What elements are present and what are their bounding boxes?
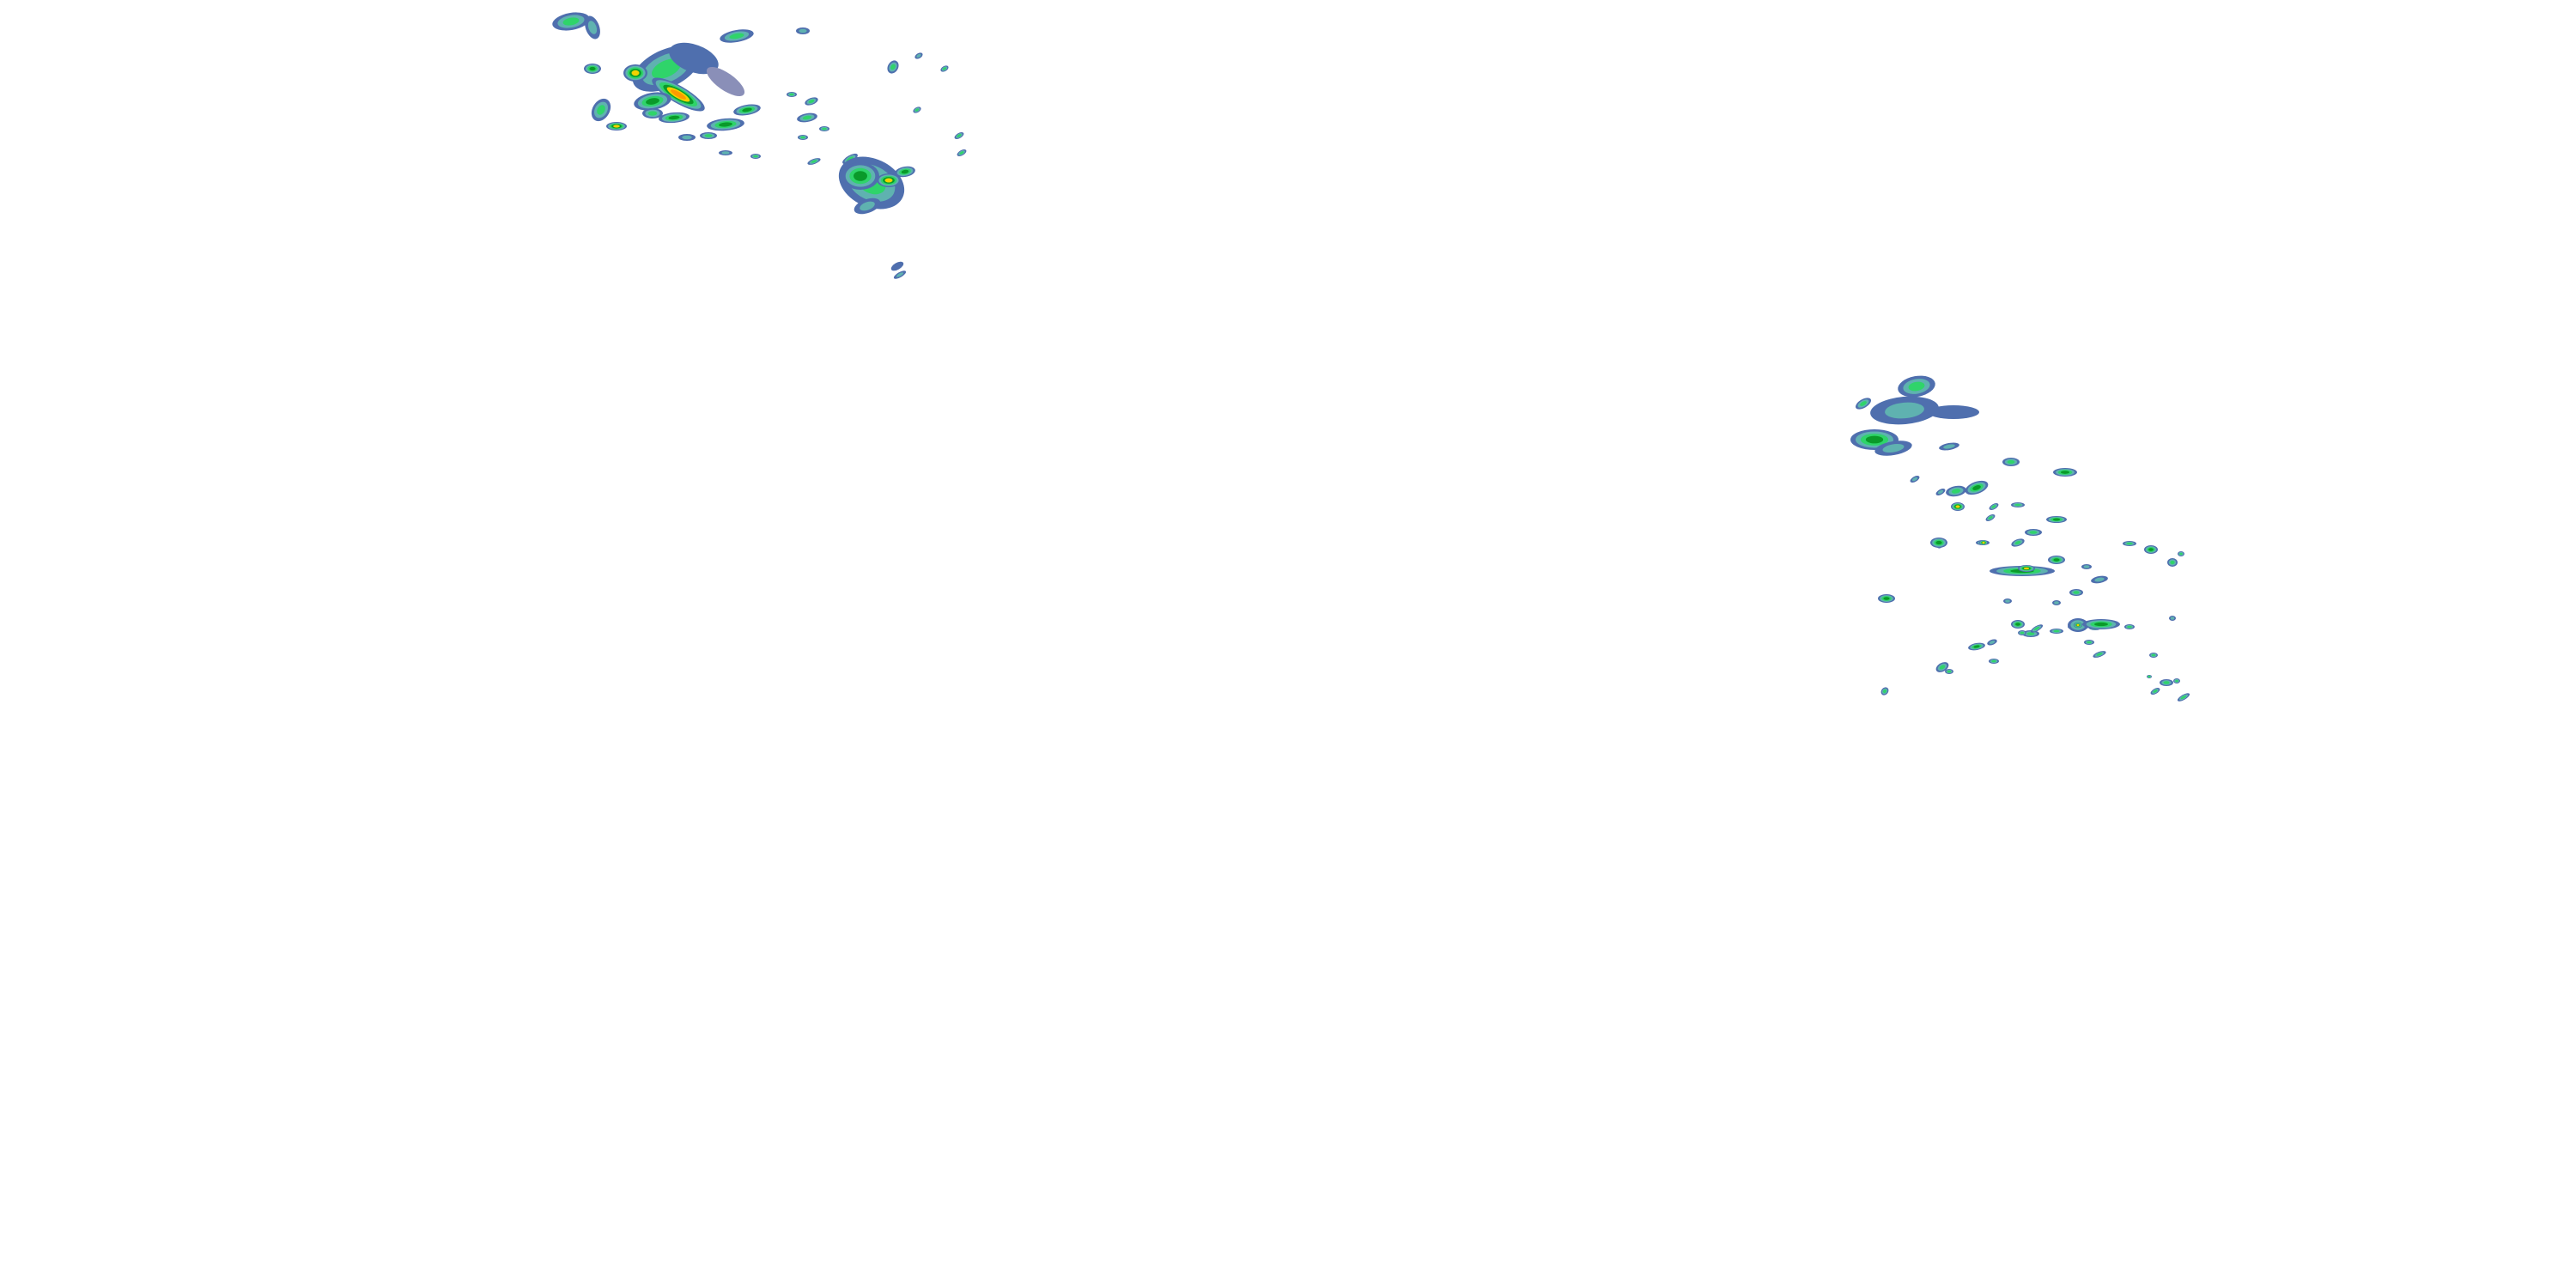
precipitation-cell	[2053, 558, 2060, 562]
precipitation-cell	[847, 156, 854, 161]
precipitation-cell	[854, 171, 867, 181]
precipitation-cell	[890, 64, 896, 70]
precipitation-cell	[613, 125, 620, 128]
precipitation-cell	[2179, 552, 2183, 556]
precipitation-cell	[631, 70, 640, 76]
precipitation-cell	[2033, 626, 2040, 631]
precipitation-cell	[916, 53, 921, 58]
precipitation-cell	[957, 134, 962, 137]
precipitation-cell	[2151, 653, 2156, 657]
precipitation-cell	[2087, 641, 2092, 644]
precipitation-cell	[647, 111, 658, 116]
precipitation-cell	[721, 151, 730, 155]
precipitation-cell	[2014, 503, 2021, 507]
precipitation-cell	[1860, 401, 1867, 406]
precipitation-cell	[589, 66, 596, 71]
precipitation-cell	[1883, 690, 1886, 693]
precipitation-cell	[2060, 471, 2070, 474]
precipitation-cell	[2094, 622, 2108, 627]
precipitation-cell	[2005, 599, 2010, 603]
precipitation-cell	[915, 108, 919, 112]
precipitation-cell	[2170, 617, 2175, 620]
precipitation-cell	[2029, 531, 2038, 534]
precipitation-cell	[2148, 548, 2154, 551]
precipitation-cell	[2053, 629, 2060, 633]
precipitation-cell	[2026, 632, 2035, 635]
precipitation-cell	[1991, 659, 1996, 663]
precipitation-cell	[1955, 505, 1960, 508]
precipitation-cell	[671, 89, 686, 100]
precipitation-cell	[896, 272, 904, 277]
precipitation-cell	[2076, 623, 2080, 627]
precipitation-cell	[789, 93, 794, 96]
precipitation-cell	[597, 105, 605, 115]
precipitation-cell	[2023, 567, 2030, 570]
precipitation-cell	[1908, 381, 1925, 392]
precipitation-cell	[706, 66, 745, 97]
precipitation-cell	[2052, 518, 2061, 521]
precipitation-cell	[2007, 459, 2015, 465]
precipitation-cell	[2126, 542, 2133, 545]
precipitation-cell	[742, 107, 752, 112]
precipitation-cell	[800, 136, 805, 139]
precipitation-cell	[1865, 435, 1884, 444]
precipitation-cell	[562, 17, 580, 26]
precipitation-cell	[822, 127, 827, 131]
precipitation-cell	[1982, 541, 1985, 544]
precipitation-cell	[1882, 443, 1905, 453]
precipitation-cell	[1939, 665, 1946, 670]
precipitation-cell	[669, 42, 719, 75]
precipitation-cell	[1911, 477, 1918, 482]
precipitation-cell	[719, 122, 732, 127]
precipitation-cell	[2163, 681, 2170, 684]
precipitation-cell	[808, 99, 815, 104]
precipitation-cell	[2153, 690, 2158, 693]
precipitation-cell	[2175, 679, 2178, 683]
precipitation-cell	[860, 201, 875, 211]
precipitation-cell	[2094, 577, 2105, 582]
precipitation-cell	[2054, 601, 2059, 605]
precipitation-cell	[753, 155, 758, 158]
precipitation-cell	[1972, 485, 1981, 490]
precipitation-cell	[959, 151, 964, 155]
precipitation-cell	[1885, 402, 1924, 419]
precipitation-cell	[729, 33, 744, 39]
precipitation-cell	[884, 178, 893, 183]
precipitation-cell	[646, 98, 659, 105]
precipitation-cell	[2020, 631, 2025, 635]
precipitation-cell	[901, 169, 909, 174]
precipitation-cell	[1928, 405, 1979, 419]
precipitation-cell	[1935, 540, 1942, 545]
precipitation-cell	[587, 21, 598, 34]
precipitation-cell	[682, 135, 692, 140]
precipitation-cell	[652, 58, 681, 79]
precipitation-cell	[1947, 670, 1952, 673]
precipitation-cell	[890, 261, 904, 271]
precipitation-cell	[2096, 653, 2103, 656]
precipitation-cell	[1883, 597, 1890, 600]
precipitation-cell	[1991, 505, 1996, 508]
precipitation-cell	[2073, 591, 2080, 594]
precipitation-cell	[1951, 489, 1961, 494]
precipitation-cell	[2015, 623, 2020, 626]
precipitation-cell	[1988, 516, 1993, 519]
precipitation-cell	[943, 67, 946, 70]
precipitation-cell	[799, 28, 807, 33]
precipitation-cell	[2170, 560, 2175, 565]
precipitation-cell	[1937, 489, 1944, 495]
precipitation-cell	[1989, 640, 1996, 645]
precipitation-cell	[1943, 444, 1955, 449]
precipitation-cell	[2127, 625, 2132, 629]
precipitation-cell	[704, 134, 713, 137]
precipitation-cell	[2014, 540, 2021, 545]
precipitation-cell	[1973, 645, 1980, 648]
precipitation-cell	[2083, 565, 2090, 568]
precipitation-cell	[802, 115, 812, 120]
precipitation-cell	[2180, 695, 2187, 700]
precipitation-cell	[811, 160, 817, 163]
precipitation-cell	[2148, 675, 2151, 678]
precipitation-cell	[668, 115, 680, 120]
